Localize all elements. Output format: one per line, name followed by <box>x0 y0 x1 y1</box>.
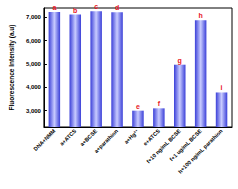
svg-text:Fluorescence Intensity (a.u): Fluorescence Intensity (a.u) <box>8 25 16 111</box>
svg-text:5,000: 5,000 <box>26 61 42 67</box>
svg-text:4,000: 4,000 <box>26 84 42 90</box>
svg-text:f+1 ug/mL BCSE: f+1 ug/mL BCSE <box>168 127 203 163</box>
svg-text:h: h <box>199 12 203 19</box>
svg-text:a: a <box>52 4 56 11</box>
svg-text:e: e <box>136 103 140 110</box>
svg-text:7,000: 7,000 <box>26 14 42 20</box>
svg-text:h+100 ng/mL parathion: h+100 ng/mL parathion <box>177 127 224 174</box>
svg-text:6,000: 6,000 <box>26 38 42 44</box>
svg-text:d: d <box>115 4 119 11</box>
svg-text:a+ATCS: a+ATCS <box>58 128 77 147</box>
svg-text:DNA+NMM: DNA+NMM <box>32 128 56 152</box>
svg-text:f+10 ng/mL BCSE: f+10 ng/mL BCSE <box>145 128 182 165</box>
svg-text:a+Hg²⁺: a+Hg²⁺ <box>123 128 140 145</box>
svg-text:3,000: 3,000 <box>26 108 42 114</box>
svg-text:g: g <box>178 57 182 65</box>
svg-text:i: i <box>221 84 223 91</box>
svg-text:a+BCSE: a+BCSE <box>79 128 99 148</box>
svg-text:f: f <box>158 100 161 107</box>
svg-text:a+parathion: a+parathion <box>93 127 120 154</box>
svg-text:e+ATCS: e+ATCS <box>142 128 161 147</box>
svg-text:b: b <box>73 7 77 14</box>
svg-text:c: c <box>94 3 98 10</box>
